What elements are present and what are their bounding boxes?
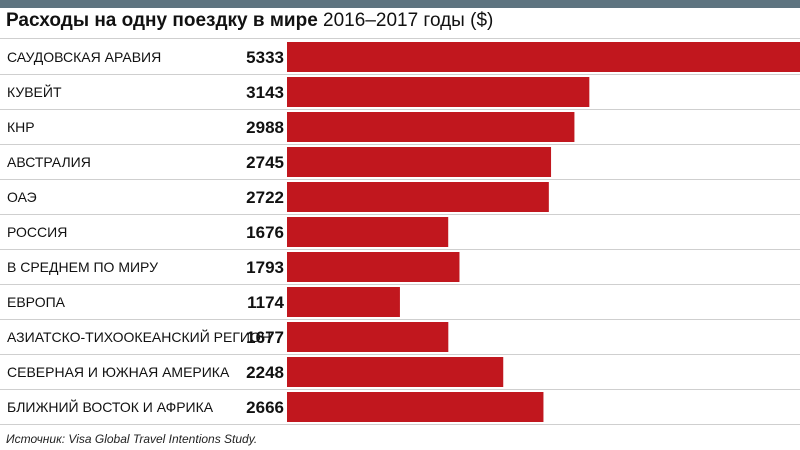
category-label: АВСТРАЛИЯ — [7, 154, 91, 170]
bar — [287, 357, 504, 387]
top-band — [0, 0, 800, 8]
bar — [287, 322, 449, 352]
chart-title-main: Расходы на одну поездку в мире — [6, 10, 318, 31]
bar — [287, 287, 400, 317]
category-label: ЕВРОПА — [7, 294, 66, 310]
bar-chart: САУДОВСКАЯ АРАВИЯ 5333 КУВЕЙТ 3143 КНР 2988 АВ… — [0, 42, 800, 425]
value-label: 1793 — [246, 258, 284, 277]
category-label: ОАЭ — [7, 189, 37, 205]
value-label: 2248 — [246, 363, 284, 382]
bar — [287, 42, 800, 72]
category-label: КНР — [7, 119, 35, 135]
chart-title-period: 2016–2017 годы ($) — [323, 10, 494, 31]
chart-title: Расходы на одну поездку в мире 2016–2017… — [6, 9, 796, 33]
category-label: СЕВЕРНАЯ И ЮЖНАЯ АМЕРИКА — [7, 364, 230, 380]
source-note: Источник: Visa Global Travel Intentions … — [6, 432, 258, 446]
value-label: 5333 — [246, 48, 284, 67]
bar — [287, 392, 544, 422]
category-label: РОССИЯ — [7, 224, 67, 240]
value-label: 3143 — [246, 83, 284, 102]
value-label: 2988 — [246, 118, 284, 137]
value-label: 2745 — [246, 153, 284, 172]
category-label: В СРЕДНЕМ ПО МИРУ — [7, 259, 158, 275]
value-label: 1676 — [246, 223, 284, 242]
category-label: БЛИЖНИЙ ВОСТОК И АФРИКА — [7, 398, 214, 415]
bar — [287, 217, 449, 247]
value-label: 1174 — [247, 293, 284, 312]
value-label: 1677 — [246, 328, 284, 347]
category-label: САУДОВСКАЯ АРАВИЯ — [7, 49, 161, 65]
bar — [287, 77, 590, 107]
bar — [287, 112, 575, 142]
value-label: 2722 — [246, 188, 284, 207]
category-label: АЗИАТСКО-ТИХООКЕАНСКИЙ РЕГИОН — [7, 328, 271, 345]
bar — [287, 147, 552, 177]
category-label: КУВЕЙТ — [7, 83, 62, 100]
value-label: 2666 — [246, 398, 284, 417]
bar — [287, 182, 549, 212]
bar — [287, 252, 460, 282]
title-divider — [0, 38, 800, 39]
